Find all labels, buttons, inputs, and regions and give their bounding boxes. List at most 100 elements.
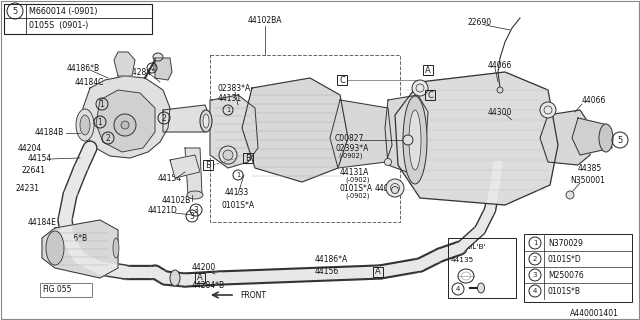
- Text: 44284*A: 44284*A: [128, 68, 161, 76]
- Polygon shape: [540, 110, 592, 165]
- Text: 44284*B: 44284*B: [192, 281, 225, 290]
- Text: 02383*A: 02383*A: [218, 84, 252, 92]
- Text: 0101S*A: 0101S*A: [222, 201, 255, 210]
- Text: 0101S*D: 0101S*D: [548, 254, 582, 263]
- Text: 4: 4: [533, 288, 537, 294]
- Ellipse shape: [219, 146, 237, 164]
- Text: A: A: [375, 268, 381, 276]
- Ellipse shape: [566, 191, 574, 199]
- Text: 0105S  (0901-): 0105S (0901-): [29, 20, 88, 29]
- Text: (-0902): (-0902): [338, 153, 362, 159]
- Text: FIG.055: FIG.055: [42, 285, 72, 294]
- Text: 44300: 44300: [488, 108, 513, 116]
- Ellipse shape: [46, 231, 64, 265]
- Ellipse shape: [76, 109, 94, 141]
- Polygon shape: [155, 58, 172, 80]
- Text: 44184C: 44184C: [75, 77, 104, 86]
- Text: 2: 2: [533, 256, 537, 262]
- Ellipse shape: [540, 102, 556, 118]
- Text: 44154: 44154: [28, 154, 52, 163]
- Text: 44156: 44156: [315, 268, 339, 276]
- Text: 44066: 44066: [582, 95, 606, 105]
- Ellipse shape: [223, 150, 233, 160]
- Ellipse shape: [403, 135, 413, 145]
- Text: DETAIL'B': DETAIL'B': [451, 244, 486, 250]
- Polygon shape: [42, 220, 118, 278]
- Ellipse shape: [412, 80, 428, 96]
- Text: 44066: 44066: [375, 183, 399, 193]
- Text: 1: 1: [532, 240, 537, 246]
- Text: 24231: 24231: [15, 183, 39, 193]
- Text: 5: 5: [12, 6, 18, 15]
- Polygon shape: [572, 118, 612, 155]
- Polygon shape: [242, 78, 348, 182]
- Text: M660014 (-0901): M660014 (-0901): [29, 6, 97, 15]
- Text: N370029: N370029: [548, 238, 583, 247]
- Text: 1: 1: [98, 117, 102, 126]
- Polygon shape: [330, 100, 392, 168]
- Text: 1: 1: [150, 65, 154, 71]
- Text: 5: 5: [618, 135, 623, 145]
- Text: (-0902): (-0902): [345, 177, 369, 183]
- Text: 44133: 44133: [225, 188, 249, 196]
- Text: 44102B: 44102B: [162, 196, 191, 204]
- Ellipse shape: [113, 238, 119, 258]
- Text: C00827: C00827: [335, 133, 364, 142]
- Polygon shape: [185, 148, 202, 195]
- Text: A: A: [425, 66, 431, 75]
- Text: 0101S*B: 0101S*B: [548, 286, 581, 295]
- Text: 2: 2: [106, 133, 110, 142]
- Text: 02393*A: 02393*A: [335, 143, 369, 153]
- Text: 0101S*A: 0101S*A: [340, 183, 373, 193]
- Polygon shape: [210, 95, 258, 168]
- Ellipse shape: [403, 96, 427, 184]
- Text: 44102BA: 44102BA: [248, 15, 282, 25]
- Polygon shape: [385, 95, 428, 175]
- Text: 44184B: 44184B: [35, 127, 64, 137]
- Text: 44385: 44385: [578, 164, 602, 172]
- Ellipse shape: [392, 187, 399, 194]
- Text: 44131A: 44131A: [340, 167, 369, 177]
- Text: 2: 2: [162, 114, 166, 123]
- Polygon shape: [114, 52, 135, 76]
- Text: C: C: [427, 91, 433, 100]
- Text: 44200: 44200: [192, 263, 216, 273]
- Text: FRONT: FRONT: [240, 291, 266, 300]
- Text: 3: 3: [193, 205, 198, 214]
- Text: 44186*B: 44186*B: [67, 63, 100, 73]
- Ellipse shape: [497, 87, 503, 93]
- Text: 44121D: 44121D: [148, 205, 178, 214]
- Text: 22690: 22690: [468, 18, 492, 27]
- Text: 44184E: 44184E: [28, 218, 57, 227]
- Text: B: B: [245, 154, 251, 163]
- Text: 1: 1: [236, 172, 240, 178]
- Text: N350001: N350001: [570, 175, 605, 185]
- Text: 22641: 22641: [22, 165, 46, 174]
- Polygon shape: [96, 90, 155, 152]
- Text: 3: 3: [189, 212, 195, 220]
- Text: 3: 3: [532, 272, 537, 278]
- Text: B: B: [205, 161, 211, 170]
- Polygon shape: [395, 72, 558, 205]
- Ellipse shape: [153, 53, 163, 61]
- Text: 44135: 44135: [451, 257, 474, 263]
- Ellipse shape: [203, 114, 209, 128]
- Ellipse shape: [599, 124, 613, 152]
- Text: (-0902): (-0902): [345, 193, 369, 199]
- Text: 44186*A: 44186*A: [315, 255, 348, 265]
- Text: 4: 4: [456, 286, 460, 292]
- Text: 44186*B: 44186*B: [55, 234, 88, 243]
- Text: 1: 1: [100, 100, 104, 108]
- Text: C: C: [339, 76, 345, 84]
- Text: 44131: 44131: [218, 93, 242, 102]
- Ellipse shape: [200, 110, 212, 132]
- Ellipse shape: [386, 179, 404, 197]
- Ellipse shape: [114, 114, 136, 136]
- Text: M250076: M250076: [548, 270, 584, 279]
- Polygon shape: [163, 105, 210, 132]
- Text: 44066: 44066: [488, 60, 513, 69]
- Text: A: A: [197, 274, 203, 283]
- Text: 44154: 44154: [158, 173, 182, 182]
- Ellipse shape: [121, 121, 129, 129]
- Text: 1: 1: [226, 107, 230, 113]
